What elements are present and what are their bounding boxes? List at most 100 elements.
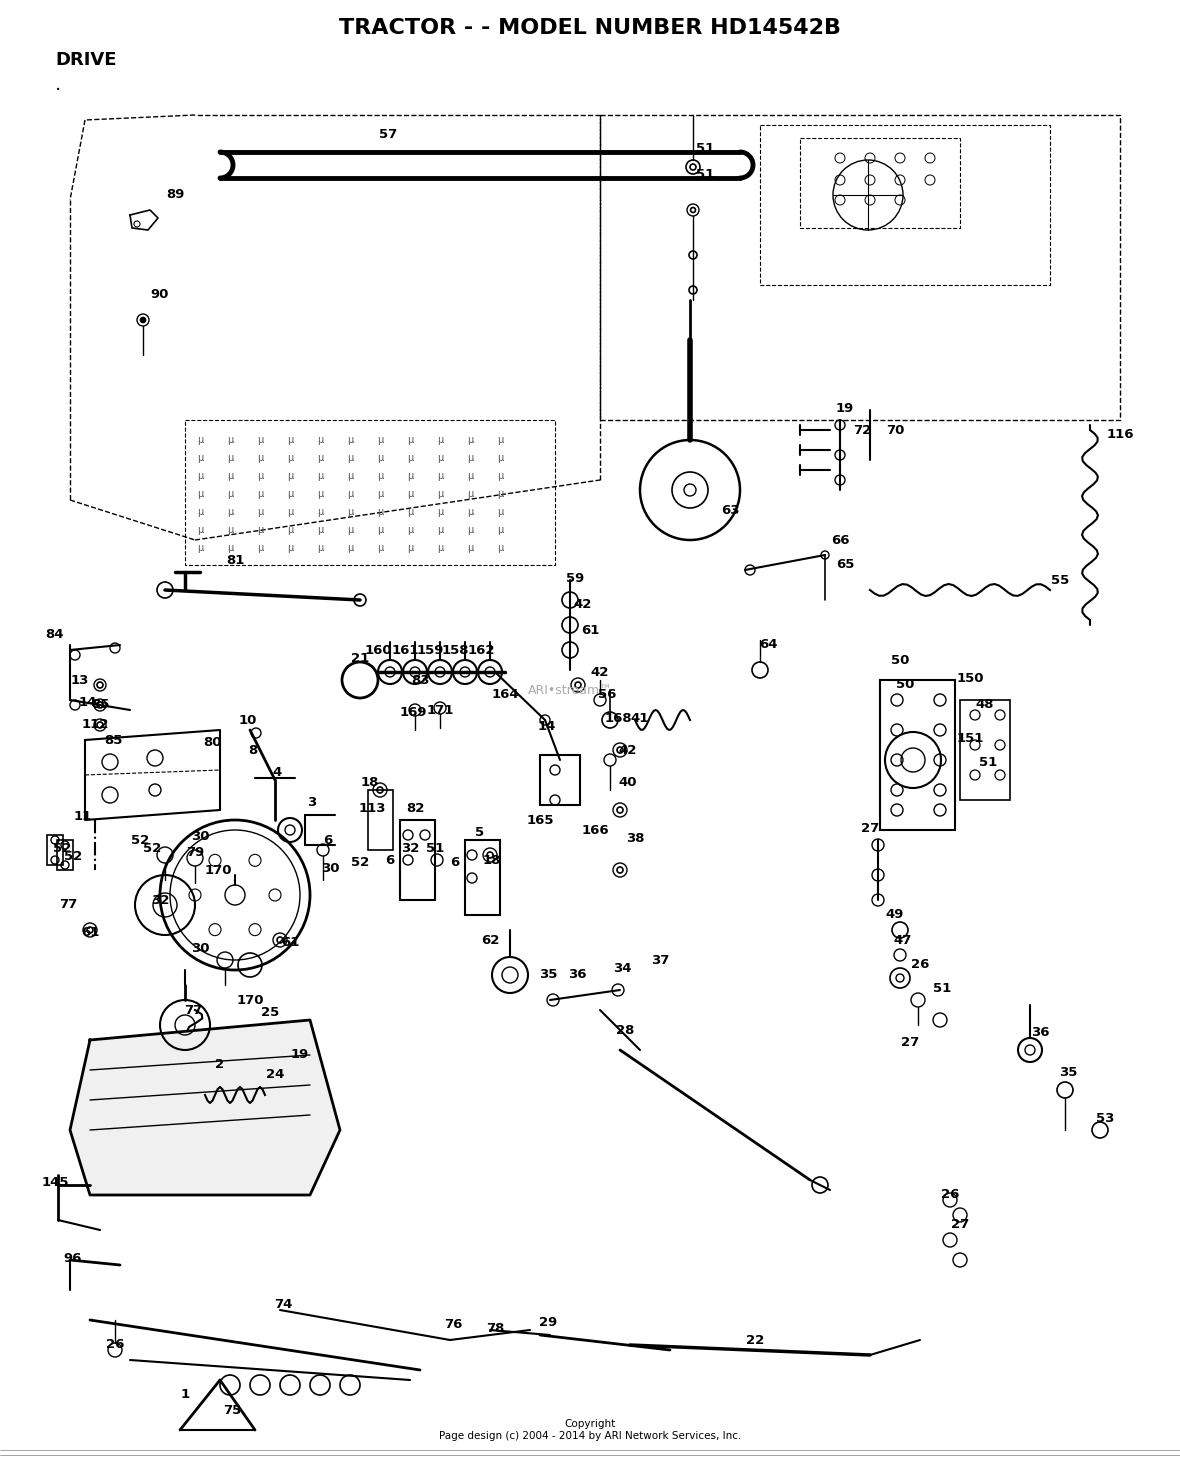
Text: µ: µ: [197, 472, 203, 480]
Text: 90: 90: [151, 289, 169, 302]
Text: 51: 51: [979, 755, 997, 768]
Text: 164: 164: [491, 689, 519, 701]
Text: µ: µ: [467, 543, 473, 553]
Text: 25: 25: [261, 1006, 280, 1019]
Text: µ: µ: [407, 435, 413, 445]
Bar: [760, 126, 1050, 285]
Text: µ: µ: [467, 507, 473, 517]
Text: TRACTOR - - MODEL NUMBER HD14542B: TRACTOR - - MODEL NUMBER HD14542B: [339, 18, 841, 38]
Text: µ: µ: [317, 435, 323, 445]
Text: µ: µ: [197, 507, 203, 517]
Text: 76: 76: [444, 1318, 463, 1332]
Text: µ: µ: [317, 472, 323, 480]
Text: µ: µ: [347, 543, 353, 553]
Text: µ: µ: [437, 526, 444, 534]
Text: 18: 18: [483, 854, 501, 866]
Text: 50: 50: [891, 654, 909, 667]
Text: µ: µ: [227, 453, 234, 463]
Circle shape: [140, 317, 145, 323]
Text: 42: 42: [618, 743, 637, 756]
Text: 19: 19: [291, 1048, 309, 1061]
Text: µ: µ: [437, 435, 444, 445]
Text: 3: 3: [307, 797, 316, 809]
Text: µ: µ: [197, 453, 203, 463]
Text: 14: 14: [538, 720, 556, 733]
Text: 52: 52: [53, 841, 71, 854]
Text: 52: 52: [64, 850, 83, 863]
Text: 112: 112: [81, 717, 109, 730]
Text: µ: µ: [376, 526, 384, 534]
Text: 162: 162: [467, 644, 494, 657]
Text: 169: 169: [399, 705, 427, 718]
Text: µ: µ: [407, 453, 413, 463]
Text: 77: 77: [59, 898, 77, 911]
Text: 6: 6: [386, 854, 394, 866]
Text: 51: 51: [696, 168, 714, 181]
Text: µ: µ: [227, 526, 234, 534]
Text: 21: 21: [350, 651, 369, 664]
Text: 40: 40: [618, 777, 637, 790]
Text: 61: 61: [281, 936, 300, 949]
Text: 113: 113: [359, 802, 386, 815]
Text: Copyright
Page design (c) 2004 - 2014 by ARI Network Services, Inc.: Copyright Page design (c) 2004 - 2014 by…: [439, 1419, 741, 1441]
Text: 75: 75: [223, 1403, 241, 1416]
Text: µ: µ: [497, 435, 503, 445]
Text: µ: µ: [227, 435, 234, 445]
Text: µ: µ: [437, 543, 444, 553]
Text: 150: 150: [956, 672, 984, 685]
Bar: [47, 835, 63, 864]
Text: µ: µ: [227, 489, 234, 499]
Text: 171: 171: [426, 704, 453, 717]
Text: µ: µ: [287, 453, 293, 463]
Text: µ: µ: [197, 435, 203, 445]
Text: µ: µ: [317, 453, 323, 463]
Text: 14: 14: [79, 695, 97, 708]
Text: 30: 30: [321, 861, 340, 875]
Text: 48: 48: [976, 698, 995, 711]
Text: 32: 32: [151, 894, 169, 907]
Text: µ: µ: [497, 507, 503, 517]
Text: 74: 74: [274, 1298, 293, 1311]
Text: 35: 35: [1058, 1066, 1077, 1079]
Bar: [880, 680, 955, 829]
Bar: [800, 139, 961, 228]
Text: µ: µ: [287, 489, 293, 499]
Text: 5: 5: [476, 826, 485, 839]
Text: µ: µ: [227, 472, 234, 480]
Text: 116: 116: [1107, 428, 1134, 441]
Text: 51: 51: [696, 142, 714, 155]
Text: 85: 85: [91, 698, 110, 711]
Text: 80: 80: [204, 736, 222, 749]
Text: 19: 19: [835, 402, 854, 415]
Text: 78: 78: [486, 1321, 504, 1334]
Text: 145: 145: [41, 1177, 68, 1190]
Text: DRIVE: DRIVE: [55, 51, 117, 69]
Text: 32: 32: [401, 841, 419, 854]
Text: ARI•stream™: ARI•stream™: [527, 683, 612, 696]
Text: 2: 2: [216, 1058, 224, 1072]
Text: 42: 42: [591, 666, 609, 679]
Text: 36: 36: [568, 968, 586, 981]
Text: 24: 24: [266, 1069, 284, 1082]
Text: µ: µ: [257, 435, 263, 445]
Text: µ: µ: [407, 472, 413, 480]
Text: 51: 51: [933, 981, 951, 994]
Text: µ: µ: [287, 472, 293, 480]
Text: 11: 11: [74, 810, 92, 823]
Text: µ: µ: [287, 543, 293, 553]
Text: µ: µ: [197, 543, 203, 553]
Text: µ: µ: [257, 472, 263, 480]
Text: 61: 61: [80, 927, 99, 939]
Text: µ: µ: [376, 435, 384, 445]
Text: 30: 30: [191, 829, 209, 842]
Polygon shape: [85, 730, 219, 821]
Text: 34: 34: [612, 962, 631, 974]
Text: 47: 47: [893, 933, 912, 946]
Polygon shape: [130, 210, 158, 231]
Text: µ: µ: [376, 507, 384, 517]
Text: µ: µ: [347, 453, 353, 463]
Text: 37: 37: [651, 953, 669, 967]
Text: 59: 59: [566, 571, 584, 584]
Bar: [368, 790, 393, 850]
Text: 165: 165: [526, 813, 553, 826]
